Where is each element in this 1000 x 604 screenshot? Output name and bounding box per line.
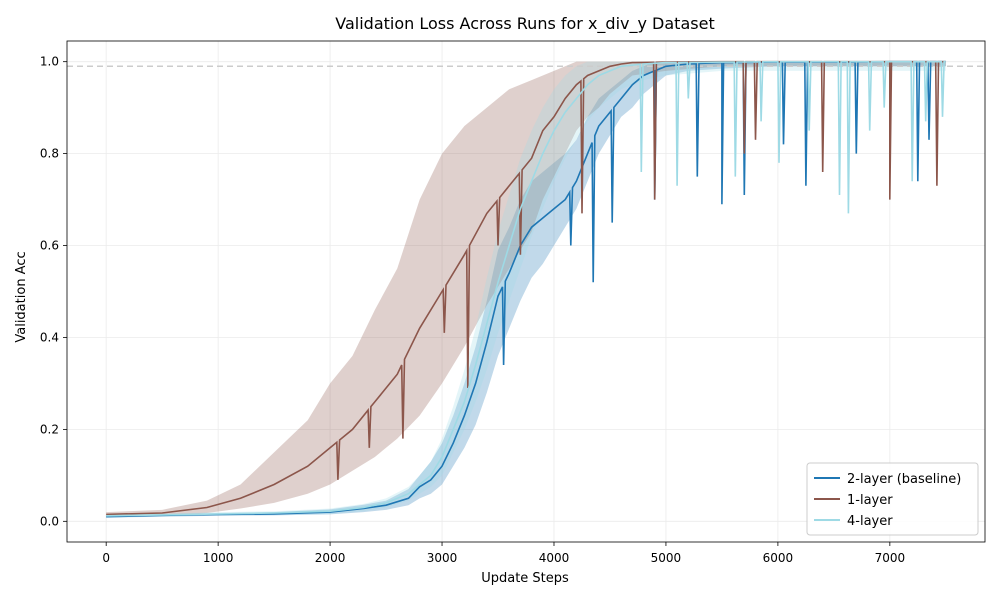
series-line-3 [106, 60, 946, 517]
y-tick-label: 0.6 [40, 239, 59, 253]
plot-area-frame [66, 40, 986, 543]
y-tick-label: 0.8 [40, 147, 59, 161]
legend: 2-layer (baseline) 1-layer 4-layer [806, 462, 979, 536]
x-tick-label: 5000 [651, 551, 682, 565]
y-tick-label: 0.4 [40, 330, 59, 344]
legend-label: 2-layer (baseline) [847, 472, 961, 487]
y-tick-label: 0.2 [40, 422, 59, 436]
x-axis-ticks: 0 1000 2000 3000 4000 5000 6000 7000 [102, 542, 905, 565]
x-tick-label: 6000 [763, 551, 794, 565]
x-tick-label: 3000 [427, 551, 458, 565]
x-tick-label: 7000 [875, 551, 906, 565]
legend-label: 4-layer [847, 514, 893, 529]
confidence-bands [106, 61, 946, 518]
chart-title: Validation Loss Across Runs for x_div_y … [335, 14, 714, 34]
x-axis-label: Update Steps [481, 571, 569, 586]
series-lines [106, 60, 946, 518]
y-tick-label: 0.0 [40, 514, 59, 528]
legend-box [806, 462, 979, 536]
band-3 [106, 61, 946, 518]
x-tick-label: 0 [102, 551, 110, 565]
y-axis-label: Validation Acc [14, 251, 29, 342]
y-tick-label: 1.0 [40, 55, 59, 69]
band-2 [106, 61, 946, 517]
x-tick-label: 1000 [203, 551, 234, 565]
x-tick-label: 2000 [315, 551, 346, 565]
series-line-1 [106, 60, 946, 518]
x-tick-label: 4000 [539, 551, 570, 565]
y-axis-ticks: 0.0 0.2 0.4 0.6 0.8 1.0 [40, 55, 67, 528]
legend-label: 1-layer [847, 493, 893, 508]
